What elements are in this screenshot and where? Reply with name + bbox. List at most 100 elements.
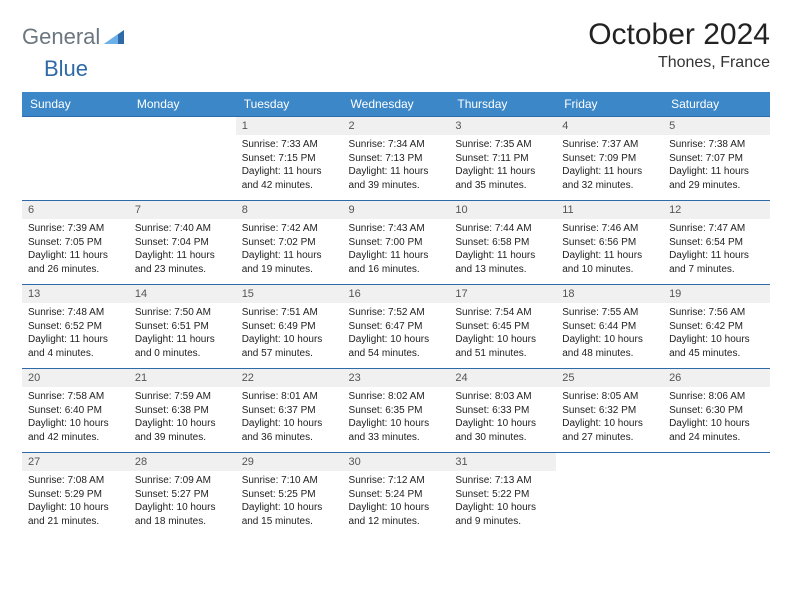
week-body-row: Sunrise: 7:33 AMSunset: 7:15 PMDaylight:… xyxy=(22,135,770,201)
sunrise-line: Sunrise: 8:02 AM xyxy=(349,390,444,404)
day-number-cell: 30 xyxy=(343,453,450,472)
daylight-line: Daylight: 10 hours and 48 minutes. xyxy=(562,333,657,360)
day-body-cell: Sunrise: 7:13 AMSunset: 5:22 PMDaylight:… xyxy=(449,471,556,536)
day-body-cell: Sunrise: 8:02 AMSunset: 6:35 PMDaylight:… xyxy=(343,387,450,453)
dow-wednesday: Wednesday xyxy=(343,92,450,117)
day-number-cell: 6 xyxy=(22,201,129,220)
calendar-page: General October 2024 Thones, France Blue… xyxy=(0,0,792,548)
sunset-line: Sunset: 6:44 PM xyxy=(562,320,657,334)
day-number-cell: 11 xyxy=(556,201,663,220)
sunset-line: Sunset: 6:52 PM xyxy=(28,320,123,334)
daylight-line: Daylight: 11 hours and 19 minutes. xyxy=(242,249,337,276)
daylight-line: Daylight: 10 hours and 15 minutes. xyxy=(242,501,337,528)
daylight-line: Daylight: 10 hours and 39 minutes. xyxy=(135,417,230,444)
day-number-cell xyxy=(22,117,129,136)
daylight-line: Daylight: 11 hours and 29 minutes. xyxy=(669,165,764,192)
day-number-cell: 28 xyxy=(129,453,236,472)
day-body-cell: Sunrise: 7:54 AMSunset: 6:45 PMDaylight:… xyxy=(449,303,556,369)
week-daynum-row: 12345 xyxy=(22,117,770,136)
day-body-cell: Sunrise: 8:05 AMSunset: 6:32 PMDaylight:… xyxy=(556,387,663,453)
daylight-line: Daylight: 10 hours and 51 minutes. xyxy=(455,333,550,360)
sunset-line: Sunset: 7:15 PM xyxy=(242,152,337,166)
sunset-line: Sunset: 6:45 PM xyxy=(455,320,550,334)
sunset-line: Sunset: 5:24 PM xyxy=(349,488,444,502)
day-body-cell: Sunrise: 7:33 AMSunset: 7:15 PMDaylight:… xyxy=(236,135,343,201)
sunrise-line: Sunrise: 7:09 AM xyxy=(135,474,230,488)
sunset-line: Sunset: 7:04 PM xyxy=(135,236,230,250)
sunrise-line: Sunrise: 7:50 AM xyxy=(135,306,230,320)
daylight-line: Daylight: 10 hours and 33 minutes. xyxy=(349,417,444,444)
sunset-line: Sunset: 6:47 PM xyxy=(349,320,444,334)
week-daynum-row: 6789101112 xyxy=(22,201,770,220)
day-number-cell: 25 xyxy=(556,369,663,388)
daylight-line: Daylight: 10 hours and 30 minutes. xyxy=(455,417,550,444)
day-body-cell xyxy=(663,471,770,536)
day-body-cell: Sunrise: 7:34 AMSunset: 7:13 PMDaylight:… xyxy=(343,135,450,201)
day-body-cell: Sunrise: 8:03 AMSunset: 6:33 PMDaylight:… xyxy=(449,387,556,453)
sunset-line: Sunset: 7:05 PM xyxy=(28,236,123,250)
day-body-cell: Sunrise: 7:35 AMSunset: 7:11 PMDaylight:… xyxy=(449,135,556,201)
sunrise-line: Sunrise: 8:05 AM xyxy=(562,390,657,404)
sunset-line: Sunset: 6:42 PM xyxy=(669,320,764,334)
day-number-cell: 2 xyxy=(343,117,450,136)
dow-header-row: Sunday Monday Tuesday Wednesday Thursday… xyxy=(22,92,770,117)
sunrise-line: Sunrise: 7:08 AM xyxy=(28,474,123,488)
day-body-cell: Sunrise: 7:38 AMSunset: 7:07 PMDaylight:… xyxy=(663,135,770,201)
day-number-cell: 15 xyxy=(236,285,343,304)
daylight-line: Daylight: 10 hours and 36 minutes. xyxy=(242,417,337,444)
sunrise-line: Sunrise: 7:47 AM xyxy=(669,222,764,236)
dow-saturday: Saturday xyxy=(663,92,770,117)
dow-friday: Friday xyxy=(556,92,663,117)
day-body-cell: Sunrise: 8:06 AMSunset: 6:30 PMDaylight:… xyxy=(663,387,770,453)
day-number-cell xyxy=(663,453,770,472)
day-number-cell: 29 xyxy=(236,453,343,472)
day-number-cell: 24 xyxy=(449,369,556,388)
daylight-line: Daylight: 11 hours and 39 minutes. xyxy=(349,165,444,192)
day-body-cell: Sunrise: 7:48 AMSunset: 6:52 PMDaylight:… xyxy=(22,303,129,369)
sunrise-line: Sunrise: 8:06 AM xyxy=(669,390,764,404)
day-number-cell: 7 xyxy=(129,201,236,220)
dow-thursday: Thursday xyxy=(449,92,556,117)
daylight-line: Daylight: 11 hours and 13 minutes. xyxy=(455,249,550,276)
week-body-row: Sunrise: 7:48 AMSunset: 6:52 PMDaylight:… xyxy=(22,303,770,369)
day-body-cell: Sunrise: 8:01 AMSunset: 6:37 PMDaylight:… xyxy=(236,387,343,453)
day-body-cell xyxy=(22,135,129,201)
day-number-cell: 12 xyxy=(663,201,770,220)
sunrise-line: Sunrise: 7:39 AM xyxy=(28,222,123,236)
location-label: Thones, France xyxy=(588,54,770,72)
day-body-cell: Sunrise: 7:12 AMSunset: 5:24 PMDaylight:… xyxy=(343,471,450,536)
day-number-cell: 18 xyxy=(556,285,663,304)
sunset-line: Sunset: 6:51 PM xyxy=(135,320,230,334)
sunrise-line: Sunrise: 7:12 AM xyxy=(349,474,444,488)
day-body-cell: Sunrise: 7:55 AMSunset: 6:44 PMDaylight:… xyxy=(556,303,663,369)
day-number-cell: 31 xyxy=(449,453,556,472)
daylight-line: Daylight: 10 hours and 18 minutes. xyxy=(135,501,230,528)
sunset-line: Sunset: 6:30 PM xyxy=(669,404,764,418)
sunrise-line: Sunrise: 7:58 AM xyxy=(28,390,123,404)
sunrise-line: Sunrise: 7:56 AM xyxy=(669,306,764,320)
day-body-cell: Sunrise: 7:39 AMSunset: 7:05 PMDaylight:… xyxy=(22,219,129,285)
daylight-line: Daylight: 10 hours and 12 minutes. xyxy=(349,501,444,528)
sunrise-line: Sunrise: 7:55 AM xyxy=(562,306,657,320)
calendar-table: Sunday Monday Tuesday Wednesday Thursday… xyxy=(22,92,770,536)
day-number-cell: 9 xyxy=(343,201,450,220)
logo-text-general: General xyxy=(22,24,100,50)
sunset-line: Sunset: 6:58 PM xyxy=(455,236,550,250)
daylight-line: Daylight: 10 hours and 27 minutes. xyxy=(562,417,657,444)
sunrise-line: Sunrise: 7:42 AM xyxy=(242,222,337,236)
day-body-cell: Sunrise: 7:42 AMSunset: 7:02 PMDaylight:… xyxy=(236,219,343,285)
sunrise-line: Sunrise: 7:34 AM xyxy=(349,138,444,152)
sunrise-line: Sunrise: 7:38 AM xyxy=(669,138,764,152)
sunrise-line: Sunrise: 7:13 AM xyxy=(455,474,550,488)
sunrise-line: Sunrise: 7:54 AM xyxy=(455,306,550,320)
sunset-line: Sunset: 7:11 PM xyxy=(455,152,550,166)
day-number-cell: 1 xyxy=(236,117,343,136)
logo-triangle-icon xyxy=(104,28,124,49)
day-body-cell: Sunrise: 7:58 AMSunset: 6:40 PMDaylight:… xyxy=(22,387,129,453)
sunset-line: Sunset: 5:25 PM xyxy=(242,488,337,502)
day-number-cell: 22 xyxy=(236,369,343,388)
sunset-line: Sunset: 7:09 PM xyxy=(562,152,657,166)
day-body-cell: Sunrise: 7:56 AMSunset: 6:42 PMDaylight:… xyxy=(663,303,770,369)
sunset-line: Sunset: 6:35 PM xyxy=(349,404,444,418)
day-number-cell: 21 xyxy=(129,369,236,388)
